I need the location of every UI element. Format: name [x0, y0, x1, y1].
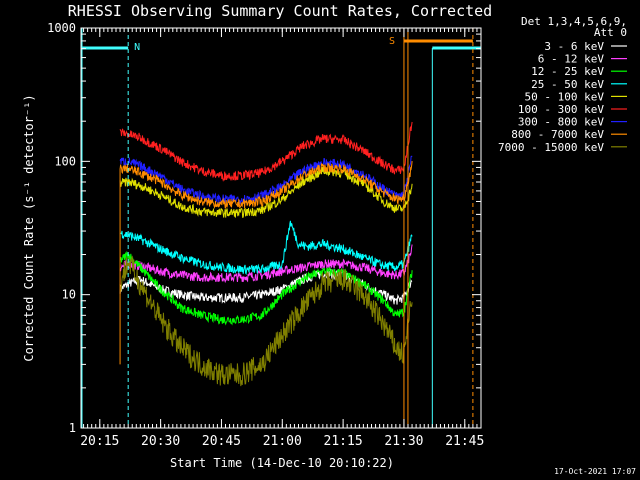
legend-label: 6 - 12 keV [538, 53, 605, 66]
series-line-4 [119, 220, 413, 276]
series-line-9 [119, 255, 413, 387]
legend-title: Att 0 [594, 26, 627, 39]
y-tick-label: 1000 [47, 21, 76, 35]
y-tick-label: 1 [69, 421, 76, 435]
x-tick-label: 21:15 [324, 434, 363, 449]
series-line-8 [119, 161, 413, 209]
series-line-3 [119, 250, 413, 326]
y-tick-label: 10 [62, 288, 76, 302]
x-tick-label: 20:45 [202, 434, 241, 449]
plot-frame [80, 27, 482, 429]
legend-label: 300 - 800 keV [518, 116, 604, 129]
legend-label: 800 - 7000 keV [511, 128, 604, 141]
legend-label: 3 - 6 keV [544, 40, 604, 53]
y-tick-label: 100 [54, 154, 76, 168]
night-annotation: N [134, 42, 140, 53]
x-tick-label: 20:30 [141, 434, 180, 449]
x-tick-label: 21:45 [445, 434, 484, 449]
series-line-5 [119, 167, 413, 219]
chart-title: RHESSI Observing Summary Count Rates, Co… [68, 2, 492, 20]
legend-label: 50 - 100 keV [525, 90, 605, 103]
series-line-6 [119, 121, 413, 182]
x-axis-label: Start Time (14-Dec-10 20:10:22) [170, 456, 394, 470]
legend-label: 100 - 300 keV [518, 103, 604, 116]
legend-label: 7000 - 15000 keV [498, 141, 604, 154]
series-line-7 [119, 155, 413, 205]
series-line-2 [119, 244, 413, 284]
saa-annotation: S [389, 36, 395, 47]
x-tick-label: 21:00 [263, 434, 302, 449]
legend-label: 12 - 25 keV [531, 65, 604, 78]
x-tick-label: 20:15 [80, 434, 119, 449]
legend-label: 25 - 50 keV [531, 78, 604, 91]
x-tick-label: 21:30 [384, 434, 423, 449]
legend-title: Det 1,3,4,5,6,9, [521, 15, 627, 28]
y-axis-label: Corrected Count Rate (s⁻¹ detector⁻¹) [22, 94, 36, 361]
footer-timestamp: 17-Oct-2021 17:07 [554, 467, 636, 476]
